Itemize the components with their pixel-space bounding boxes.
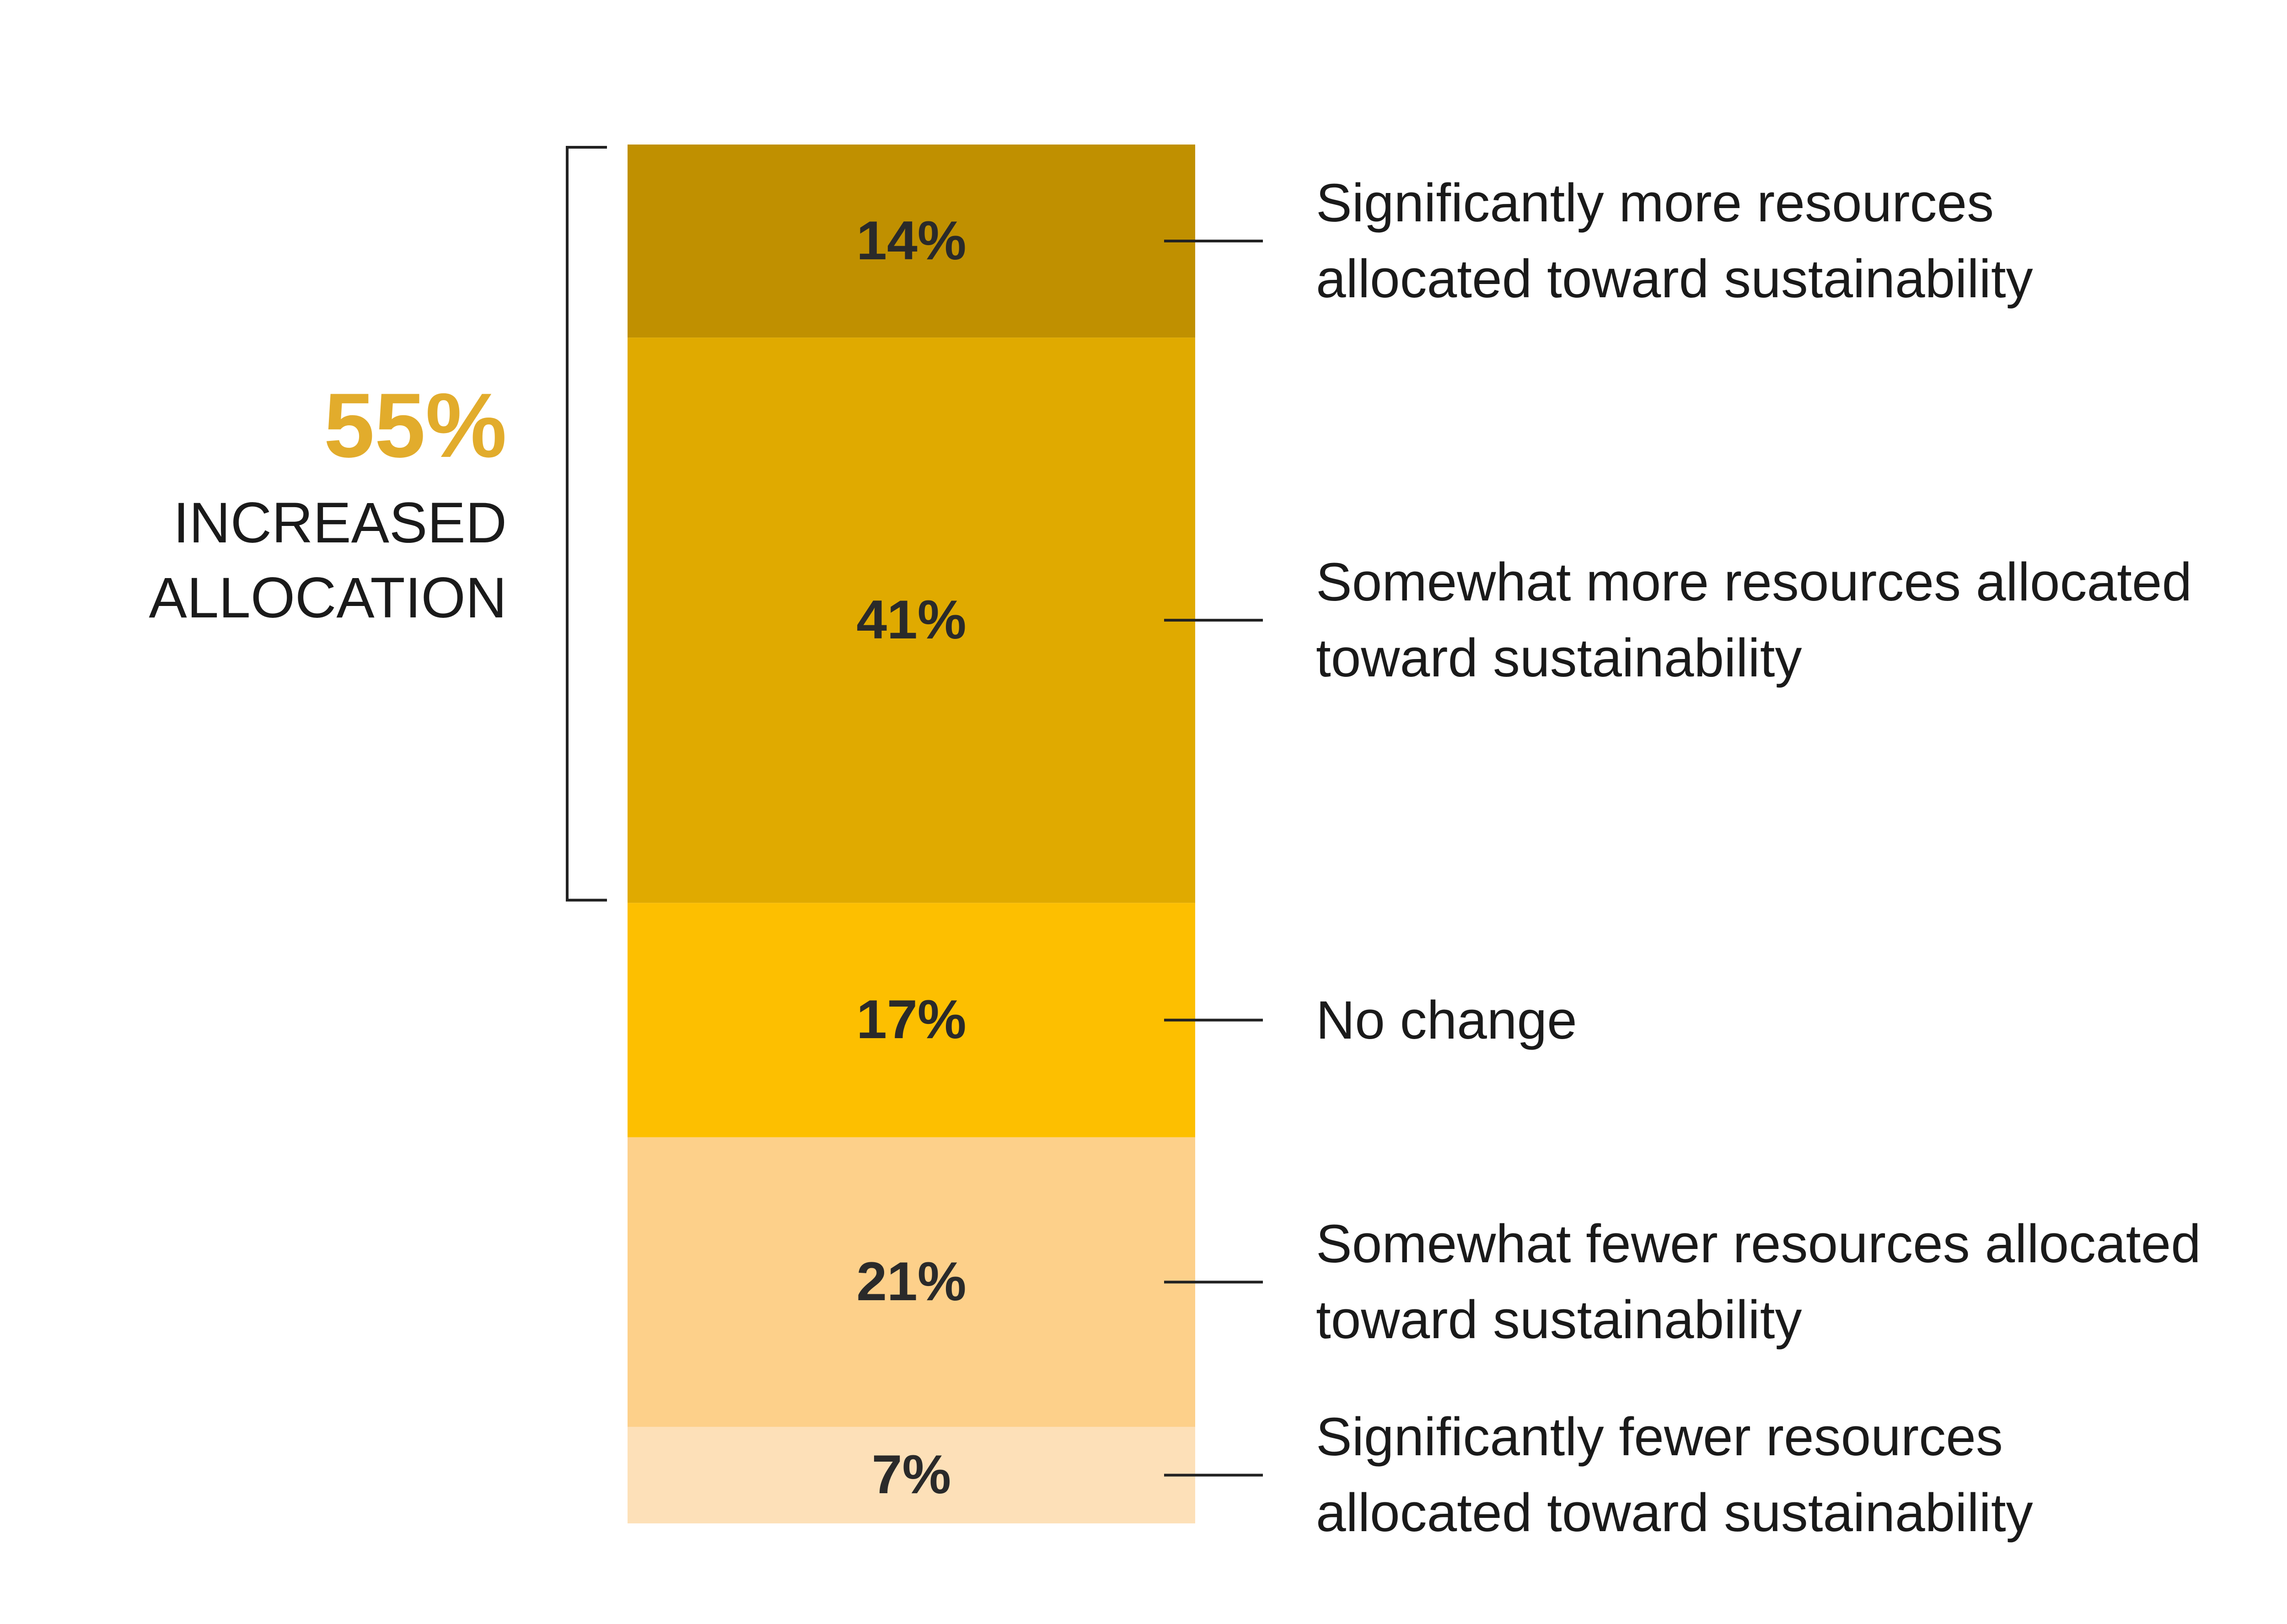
- bar-segment: [628, 338, 1195, 903]
- segment-label: Significantly more resources allocated t…: [1316, 173, 2033, 310]
- value-label: 7%: [872, 1444, 951, 1505]
- bar-segment: [628, 1426, 1195, 1523]
- segment-label: Significantly fewer resources allocated …: [1316, 1407, 2033, 1544]
- value-label: 17%: [856, 989, 966, 1050]
- value-label: 41%: [856, 589, 966, 650]
- segment-label: Somewhat more resources allocated toward…: [1316, 552, 2192, 689]
- segment-label: No change: [1316, 990, 1577, 1051]
- bar-segment: [628, 145, 1195, 338]
- value-label: 21%: [856, 1251, 966, 1312]
- annotation-value: 55%: [324, 375, 507, 477]
- annotation-text: INCREASED ALLOCATION: [149, 491, 507, 630]
- segment-label: Somewhat fewer resources allocated towar…: [1316, 1214, 2201, 1351]
- bar-segment: [628, 1137, 1195, 1427]
- value-label: 14%: [856, 210, 966, 271]
- bar-segment: [628, 903, 1195, 1137]
- bracket: [566, 146, 607, 902]
